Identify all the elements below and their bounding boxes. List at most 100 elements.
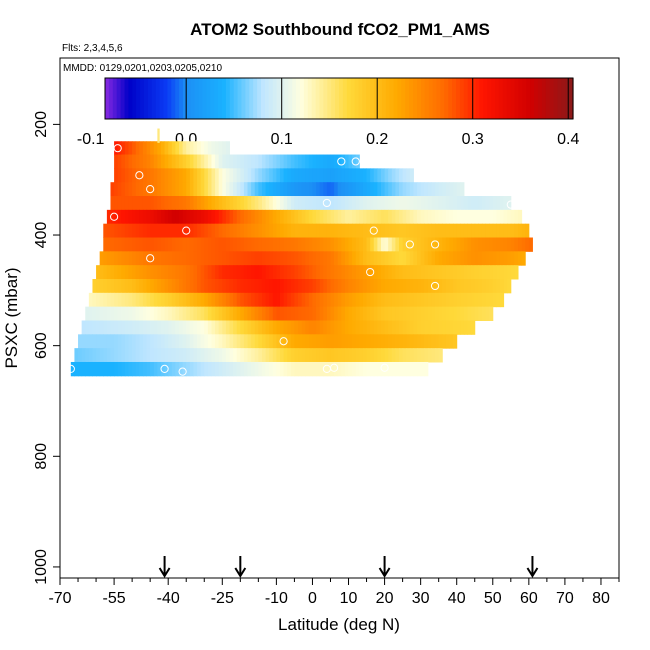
heatmap-cell: [507, 265, 512, 280]
heatmap-cell: [323, 237, 328, 252]
colorbar-cell: [417, 78, 422, 119]
heatmap-cell: [229, 292, 234, 308]
heatmap-cell: [337, 306, 342, 321]
heatmap-cell: [175, 182, 180, 197]
heatmap-cell: [406, 251, 411, 266]
heatmap-cell: [254, 306, 259, 321]
heatmap-cell: [88, 306, 93, 321]
heatmap-cell: [269, 306, 274, 321]
heatmap-cell: [114, 196, 119, 211]
heatmap-cell: [164, 306, 169, 321]
heatmap-cell: [222, 361, 227, 377]
heatmap-cell: [366, 196, 371, 211]
heatmap-cell: [352, 182, 357, 197]
heatmap-cell: [362, 223, 368, 239]
heatmap-cell: [153, 154, 158, 169]
colorbar-cell: [323, 78, 328, 119]
heatmap-cell: [279, 334, 285, 349]
heatmap-cell: [222, 223, 227, 239]
heatmap-cell: [391, 361, 396, 377]
heatmap-cell: [243, 251, 249, 266]
heatmap-cell: [121, 265, 126, 280]
heatmap-cell: [182, 196, 187, 211]
heatmap-cell: [391, 237, 396, 252]
heatmap-cell: [362, 237, 368, 252]
heatmap-cell: [355, 223, 360, 239]
heatmap-cell: [377, 306, 382, 321]
heatmap-cell: [265, 237, 270, 252]
heatmap-cell: [193, 361, 198, 377]
heatmap-cell: [409, 196, 414, 211]
heatmap-cell: [492, 209, 497, 225]
heatmap-cell: [359, 196, 364, 211]
heatmap-cell: [420, 361, 425, 377]
heatmap-cell: [175, 251, 180, 266]
heatmap-cell: [254, 237, 259, 252]
heatmap-cell: [175, 168, 180, 183]
heatmap-cell: [308, 306, 313, 321]
heatmap-cell: [186, 154, 191, 169]
heatmap-cell: [225, 348, 231, 363]
x-tick-label: 10: [340, 590, 358, 607]
heatmap-cell: [193, 237, 198, 252]
heatmap-cell: [261, 209, 267, 225]
heatmap-cell: [481, 265, 487, 280]
heatmap-cell: [301, 361, 306, 377]
heatmap-cell: [467, 320, 472, 335]
colorbar-cell: [128, 78, 133, 119]
heatmap-cell: [186, 320, 191, 335]
heatmap-cell: [146, 292, 151, 308]
heatmap-cell: [157, 292, 162, 308]
heatmap-cell: [420, 292, 425, 308]
heatmap-cell: [294, 306, 299, 321]
heatmap-cell: [215, 292, 220, 308]
heatmap-cell: [481, 223, 487, 239]
heatmap-cell: [197, 237, 202, 252]
heatmap-cell: [186, 265, 191, 280]
heatmap-cell: [279, 361, 285, 377]
colorbar-cell: [261, 78, 266, 119]
heatmap-cell: [117, 348, 122, 363]
heatmap-cell: [171, 306, 176, 321]
heatmap-cell: [78, 348, 83, 363]
heatmap-cell: [402, 265, 407, 280]
heatmap-cell: [215, 306, 220, 321]
heatmap-cell: [427, 292, 432, 308]
heatmap-cell: [110, 320, 115, 335]
heatmap-cell: [124, 320, 130, 335]
heatmap-cell: [294, 320, 299, 335]
x-axis: -70 -55 -40 -25 -10 0 10 20 30 40 50 60 70 80: [48, 578, 620, 607]
heatmap-cell: [117, 320, 122, 335]
heatmap-cell: [225, 154, 231, 169]
heatmap-cell: [186, 292, 191, 308]
heatmap-cell: [334, 182, 339, 197]
heatmap-cell: [420, 279, 425, 294]
heatmap-cell: [247, 320, 252, 335]
heatmap-cell: [294, 209, 299, 225]
heatmap-cell: [225, 251, 231, 266]
heatmap-cell: [377, 182, 382, 197]
heatmap-cell: [186, 182, 191, 197]
heatmap-cell: [121, 306, 126, 321]
heatmap-cell: [316, 279, 321, 294]
heatmap-cell: [370, 334, 375, 349]
heatmap-cell: [157, 154, 162, 169]
heatmap-cell: [243, 292, 249, 308]
heatmap-cell: [124, 251, 130, 266]
heatmap-cell: [334, 361, 339, 377]
heatmap-cell: [395, 265, 400, 280]
profile-point: [113, 144, 122, 153]
heatmap-cell: [182, 306, 187, 321]
heatmap-cell: [348, 306, 353, 321]
heatmap-cell: [117, 265, 122, 280]
heatmap-cell: [229, 237, 234, 252]
heatmap-cell: [348, 237, 353, 252]
heatmap-cell: [164, 237, 169, 252]
heatmap-cell: [204, 306, 209, 321]
heatmap-cell: [160, 361, 166, 377]
heatmap-cell: [215, 168, 220, 183]
heatmap-cell: [496, 279, 501, 294]
heatmap-cell: [128, 361, 133, 377]
heatmap-cell: [384, 237, 389, 252]
heatmap-cell: [175, 154, 180, 169]
